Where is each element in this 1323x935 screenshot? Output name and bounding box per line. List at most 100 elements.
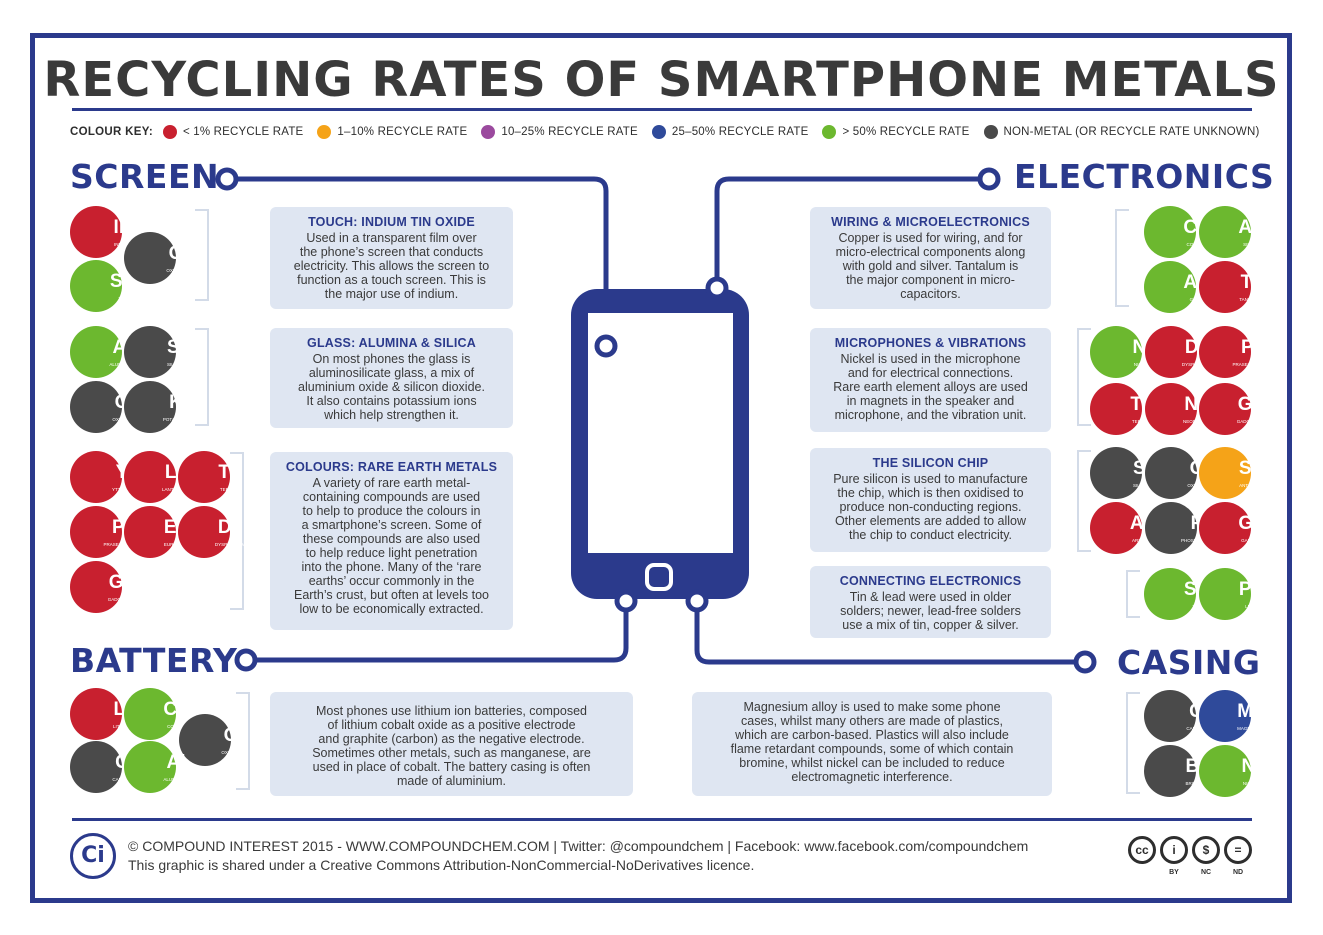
casing-wire <box>694 601 1085 665</box>
box-body: A variety of rare earth metal- containin… <box>293 476 489 616</box>
element-gadolinium: 64 Gd Gadolinium <box>70 561 136 613</box>
key-label: 10–25% RECYCLE RATE <box>501 126 638 138</box>
silicon-chip-info-box: THE SILICON CHIP Pure silicon is used to… <box>810 448 1051 552</box>
element-aluminium: 13 Al Aluminium <box>70 326 135 378</box>
element-copper: 29 Cu Copper <box>1144 206 1209 258</box>
glass-info-box: GLASS: ALUMINA & SILICA On most phones t… <box>270 328 513 428</box>
noderivatives-icon: = <box>1224 836 1252 864</box>
element-oxygen: 8 O Oxygen <box>70 381 132 433</box>
cc-icon: cc <box>1128 836 1156 864</box>
battery-phone-node <box>614 589 638 613</box>
microphones-info-box: MICROPHONES & VIBRATIONS Nickel is used … <box>810 328 1051 432</box>
attribution-icon: i <box>1160 836 1188 864</box>
element-gold: 79 Au Gold <box>1144 261 1209 313</box>
bracket <box>195 328 209 426</box>
bracket <box>195 209 209 301</box>
element-indium: 49 In Indium <box>70 206 130 258</box>
battery-wire <box>245 601 629 663</box>
element-dysprosium: 66 Dy Dysprosium <box>1145 326 1212 378</box>
casing-phone-node <box>685 589 709 613</box>
key-dot <box>481 125 496 139</box>
key-item-lt1: < 1% RECYCLE RATE <box>162 125 304 139</box>
bracket <box>1077 450 1091 552</box>
box-body: Used in a transparent film over the phon… <box>293 231 490 301</box>
element-oxygen: 8 O Oxygen <box>124 232 186 284</box>
element-antimony: 51 Sb Antimony <box>1199 447 1263 499</box>
element-terbium: 65 Tb Terbium <box>1090 383 1154 435</box>
title-divider <box>72 108 1252 111</box>
element-lanthanum: 57 La Lanthanum <box>124 451 190 503</box>
element-praseodymium: 59 Pr Praseodymium <box>1199 326 1270 378</box>
element-tin: 50 Sn Tin <box>1144 568 1208 620</box>
colour-key: COLOUR KEY: < 1% RECYCLE RATE 1–10% RECY… <box>70 123 1260 141</box>
screen-phone-node <box>594 334 618 358</box>
element-terbium: 65 Tb Terbium <box>178 451 242 503</box>
box-body: Magnesium alloy is used to make some pho… <box>730 700 1014 784</box>
box-title: TOUCH: INDIUM TIN OXIDE <box>308 215 475 229</box>
key-item-1-10: 1–10% RECYCLE RATE <box>317 125 467 139</box>
element-gallium: 31 Ga Gallium <box>1199 502 1264 554</box>
element-lead: 82 Pb Lead <box>1199 568 1263 620</box>
element-oxygen: 8 O Oxygen <box>179 714 241 766</box>
box-title: GLASS: ALUMINA & SILICA <box>307 336 476 350</box>
cc-label: NC <box>1200 869 1212 876</box>
key-label: < 1% RECYCLE RATE <box>182 126 304 138</box>
element-tantalum: 73 Ta Tantalum <box>1199 261 1263 313</box>
key-dot <box>317 125 332 139</box>
box-body: Copper is used for wiring, and for micro… <box>835 231 1026 301</box>
key-item-10-25: 10–25% RECYCLE RATE <box>481 125 638 139</box>
key-label: NON-METAL (OR RECYCLE RATE UNKNOWN) <box>1003 126 1260 138</box>
colour-key-title: COLOUR KEY: <box>70 126 153 138</box>
section-casing: CASING <box>1117 643 1261 682</box>
page-title: RECYCLING RATES OF SMARTPHONE METALS <box>43 52 1280 108</box>
key-label: 1–10% RECYCLE RATE <box>337 126 468 138</box>
footer-licence: This graphic is shared under a Creative … <box>128 857 755 873</box>
key-label: > 50% RECYCLE RATE <box>842 126 970 138</box>
element-lithium: 3 Li Lithium <box>70 688 131 740</box>
element-yttrium: 39 Y Yttrium <box>70 451 132 503</box>
element-silicon: 14 Si Silicon <box>1090 447 1151 499</box>
footer-divider <box>72 818 1252 821</box>
element-oxygen: 8 O Oxygen <box>1145 447 1207 499</box>
box-title: CONNECTING ELECTRONICS <box>839 574 1022 588</box>
element-neodymium: 60 Nd Neodymium <box>1145 383 1211 435</box>
key-item-gt50: > 50% RECYCLE RATE <box>822 125 969 139</box>
bracket <box>230 452 244 610</box>
element-aluminium: 13 Al Aluminium <box>124 741 189 793</box>
element-phosphorus: 15 P Phosphorus <box>1145 502 1213 554</box>
screen-wire <box>230 176 609 346</box>
home-button <box>645 563 673 591</box>
element-carbon: 6 C Carbon <box>70 741 132 793</box>
key-item-25-50: 25–50% RECYCLE RATE <box>651 125 809 139</box>
bracket <box>236 692 250 790</box>
wiring-info-box: WIRING & MICROELECTRONICS Copper is used… <box>810 207 1051 309</box>
box-title: MICROPHONES & VIBRATIONS <box>834 336 1027 350</box>
cc-label: ND <box>1232 869 1244 876</box>
connecting-info-box: CONNECTING ELECTRONICS Tin & lead were u… <box>810 566 1051 638</box>
element-nickel: 28 Ni Nickel <box>1199 745 1261 797</box>
electronics-wire <box>714 176 989 288</box>
electronics-phone-node <box>705 276 729 300</box>
box-body: Nickel is used in the microphone and for… <box>833 352 1028 422</box>
bracket <box>1126 692 1140 794</box>
casing-info-box: Magnesium alloy is used to make some pho… <box>692 692 1052 796</box>
element-magnesium: 12 Mg Magnesium <box>1199 690 1265 742</box>
key-dot <box>822 125 837 139</box>
bracket <box>1115 209 1129 307</box>
box-body: Tin & lead were used in older solders; n… <box>840 590 1021 632</box>
key-label: 25–50% RECYCLE RATE <box>671 126 809 138</box>
bracket <box>1126 570 1140 618</box>
box-body: Pure silicon is used to manufacture the … <box>833 472 1028 542</box>
element-europium: 63 Eu Europium <box>124 506 188 558</box>
key-item-nonmetal: NON-METAL (OR RECYCLE RATE UNKNOWN) <box>983 125 1260 139</box>
element-silver: 47 Ag Silver <box>1199 206 1264 258</box>
element-tin: 50 Sn Tin <box>70 260 134 312</box>
footer-credits: © COMPOUND INTEREST 2015 - WWW.COMPOUNDC… <box>128 838 1029 854</box>
bracket <box>1077 328 1091 426</box>
colours-info-box: COLOURS: RARE EARTH METALS A variety of … <box>270 452 513 630</box>
element-nickel: 28 Ni Nickel <box>1090 326 1152 378</box>
battery-info-box: Most phones use lithium ion batteries, c… <box>270 692 633 796</box>
element-carbon: 6 C Carbon <box>1144 690 1206 742</box>
key-dot <box>983 125 998 139</box>
